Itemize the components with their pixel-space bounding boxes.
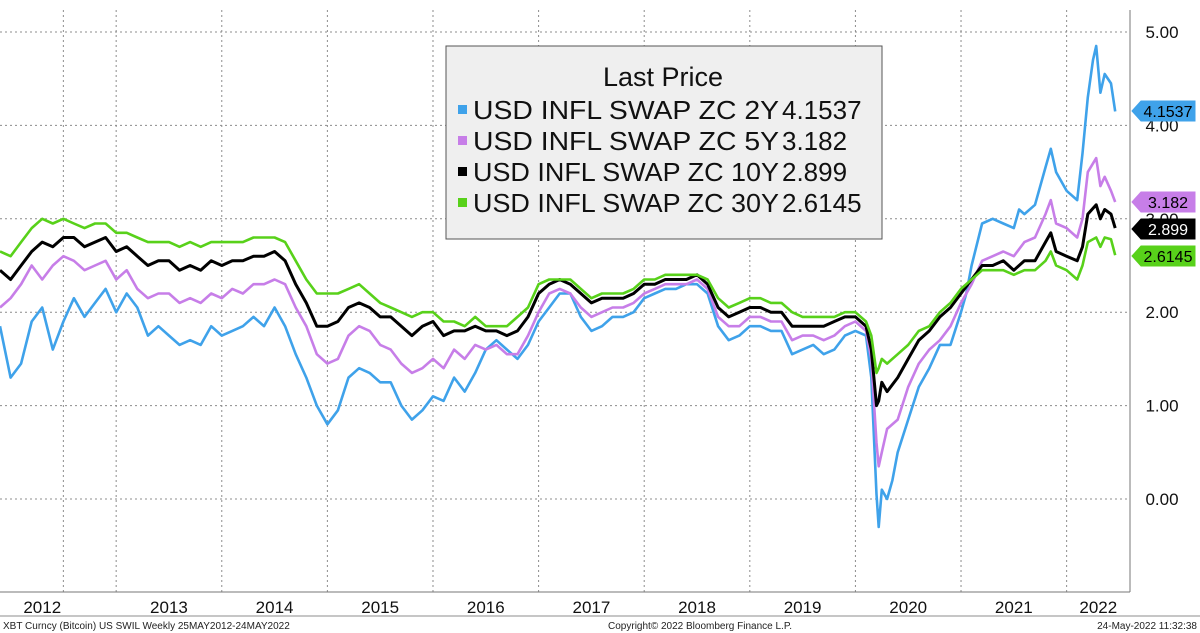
y-tick-label: 5.00 <box>1145 23 1178 42</box>
legend-series-name: USD INFL SWAP ZC 10Y <box>473 157 779 187</box>
legend-title: Last Price <box>603 62 723 92</box>
legend-series-value: 4.1537 <box>782 95 862 125</box>
legend-series-name: USD INFL SWAP ZC 30Y <box>473 188 779 218</box>
legend-series-value: 2.899 <box>782 157 847 187</box>
last-value-tag: 4.1537 <box>1131 100 1196 122</box>
legend-entry: USD INFL SWAP ZC 2Y 4.1537 <box>458 95 862 125</box>
tag-shape <box>1131 245 1196 267</box>
footer-copyright: Copyright© 2022 Bloomberg Finance L.P. <box>608 621 792 632</box>
tag-value: 3.182 <box>1148 195 1188 212</box>
legend-box <box>445 45 883 240</box>
tag-shape <box>1131 191 1196 213</box>
tag-value: 2.6145 <box>1144 249 1193 266</box>
legend-swatch <box>458 198 467 207</box>
series-line-usd-infl-swap-zc-2y <box>0 44 1117 529</box>
legend-series-value: 2.6145 <box>782 188 862 218</box>
last-value-tag: 2.899 <box>1131 218 1196 240</box>
legend-series-name: USD INFL SWAP ZC 2Y <box>473 95 779 125</box>
series-line-usd-infl-swap-zc-30y <box>0 217 1117 375</box>
tag-value: 2.899 <box>1148 222 1188 239</box>
x-tick-label: 2013 <box>150 598 188 617</box>
x-tick-label: 2015 <box>361 598 399 617</box>
footer-left: XBT Curncy (Bitcoin) US SWIL Weekly 25MA… <box>3 621 290 632</box>
legend-series-name: USD INFL SWAP ZC 5Y <box>473 126 779 156</box>
footer-timestamp: 24-May-2022 11:32:38 <box>1097 621 1197 632</box>
legend-entry: USD INFL SWAP ZC 5Y 3.182 <box>458 126 847 156</box>
x-tick-label: 2017 <box>572 598 610 617</box>
legend-series-value: 3.182 <box>782 126 847 156</box>
series-line-usd-infl-swap-zc-5y <box>0 156 1117 468</box>
y-tick-label: 2.00 <box>1145 303 1178 322</box>
y-tick-label: 0.00 <box>1145 490 1178 509</box>
x-axis: 2012 2013 2014 2015 2016 2017 2018 2019 2020 2021… <box>23 598 1117 617</box>
x-tick-label: 2022 <box>1079 598 1117 617</box>
tag-shape <box>1131 100 1196 122</box>
last-value-tags: 4.1537 3.182 2.899 2.6145 <box>1131 100 1196 267</box>
legend: Last Price USD INFL SWAP ZC 2Y 4.1537USD … <box>445 45 883 240</box>
legend-entry: USD INFL SWAP ZC 10Y 2.899 <box>458 157 847 187</box>
x-tick-label: 2020 <box>889 598 927 617</box>
legend-swatch <box>458 136 467 145</box>
x-tick-label: 2012 <box>23 598 61 617</box>
y-tick-label: 1.00 <box>1145 397 1178 416</box>
last-value-tag: 2.6145 <box>1131 245 1196 267</box>
x-tick-label: 2019 <box>784 598 822 617</box>
x-tick-label: 2021 <box>995 598 1033 617</box>
x-tick-label: 2014 <box>256 598 294 617</box>
legend-entry: USD INFL SWAP ZC 30Y 2.6145 <box>458 188 862 218</box>
legend-swatch <box>458 167 467 176</box>
legend-swatch <box>458 105 467 114</box>
x-tick-label: 2016 <box>467 598 505 617</box>
tag-value: 4.1537 <box>1144 104 1193 121</box>
series-lines <box>0 44 1117 529</box>
last-value-tag: 3.182 <box>1131 191 1196 213</box>
x-tick-label: 2018 <box>678 598 716 617</box>
tag-shape <box>1131 218 1196 240</box>
series-line-usd-infl-swap-zc-10y <box>0 203 1117 408</box>
